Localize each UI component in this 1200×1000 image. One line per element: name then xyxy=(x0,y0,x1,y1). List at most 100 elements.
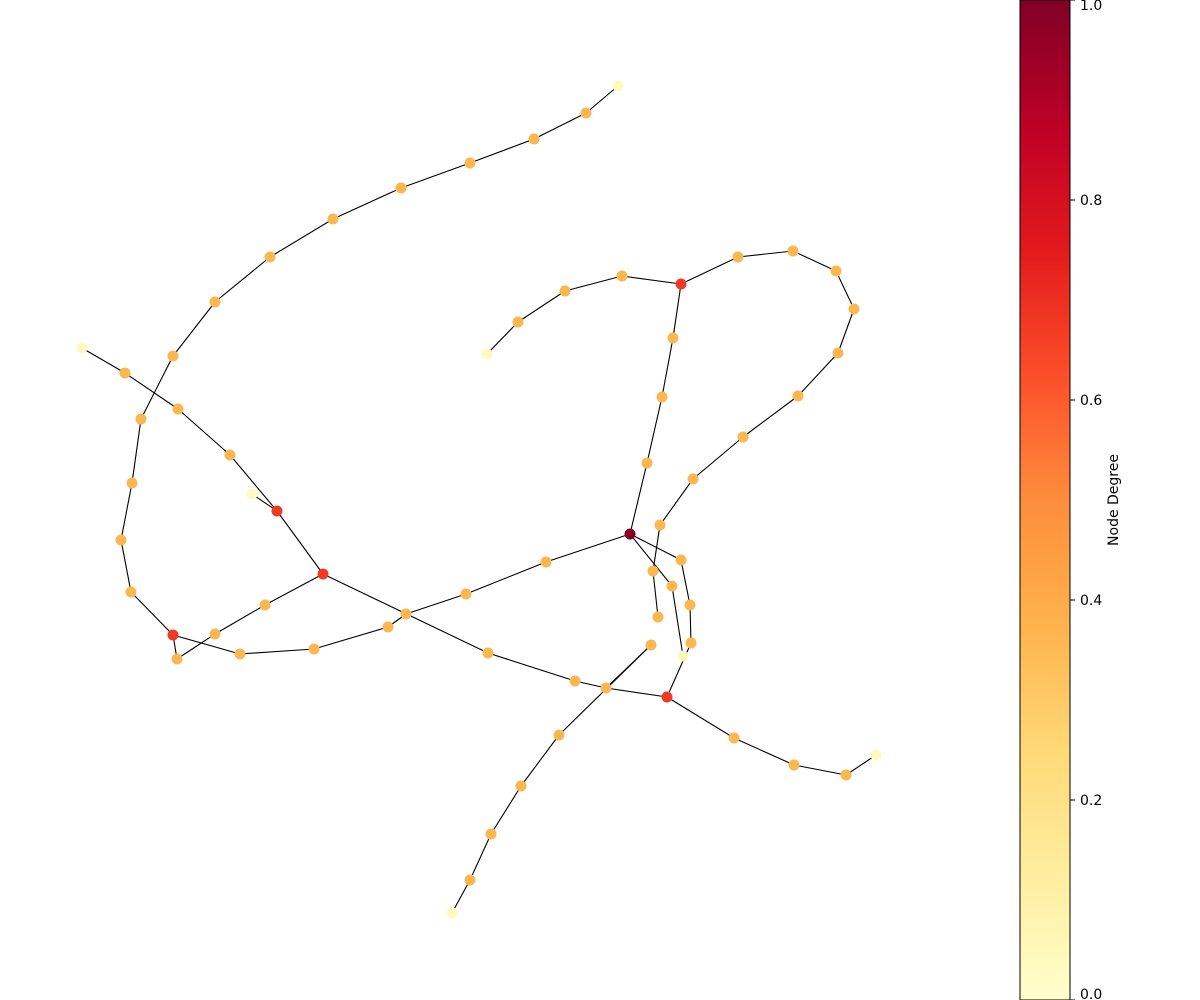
graph-edge xyxy=(605,687,668,698)
graph-edge xyxy=(465,561,547,595)
graph-node xyxy=(792,390,804,402)
colorbar-tick-label: 0.8 xyxy=(1080,193,1102,209)
graph-node xyxy=(119,367,131,379)
graph-node xyxy=(652,611,664,623)
graph-node xyxy=(485,828,497,840)
graph-node xyxy=(569,675,581,687)
graph-edge xyxy=(451,879,471,914)
graph-node xyxy=(246,488,258,500)
graph-edge xyxy=(629,462,648,535)
graph-node xyxy=(687,473,699,485)
graph-edge xyxy=(520,734,560,787)
graph-node xyxy=(832,347,844,359)
graph-node xyxy=(115,534,127,546)
graph-edge xyxy=(140,355,174,420)
graph-node xyxy=(171,653,183,665)
graph-edge xyxy=(793,764,847,776)
graph-edge xyxy=(131,418,142,484)
graph-edge xyxy=(490,785,522,835)
graph-edge xyxy=(469,833,492,881)
graph-node xyxy=(382,621,394,633)
graph-node xyxy=(317,568,329,580)
graph-edge xyxy=(276,510,324,575)
graph-edge xyxy=(172,634,241,655)
graph-edge xyxy=(81,347,126,374)
graph-node xyxy=(481,348,493,360)
colorbar-tick-label: 0.6 xyxy=(1080,393,1102,409)
graph-edge xyxy=(692,436,744,480)
graph-edge xyxy=(469,138,535,164)
graph-edge xyxy=(239,648,315,655)
graph-node xyxy=(172,403,184,415)
colorbar-gradient xyxy=(1019,0,1071,1000)
colorbar: 0.0 0.2 0.4 0.6 0.8 1.0 Node Degree xyxy=(1019,0,1122,1000)
graph-node xyxy=(654,519,666,531)
graph-node xyxy=(848,303,860,315)
graph-edge xyxy=(845,754,877,776)
graph-edge xyxy=(646,396,663,464)
graph-edge xyxy=(652,570,659,618)
graph-node xyxy=(684,599,696,611)
graph-edge xyxy=(564,275,623,292)
graph-node xyxy=(167,629,179,641)
graph-edge xyxy=(229,454,278,512)
graph-node xyxy=(125,586,137,598)
graph-node xyxy=(464,874,476,886)
graph-edge xyxy=(659,478,694,526)
graph-node xyxy=(624,528,636,540)
graph-node xyxy=(464,157,476,169)
graph-edge xyxy=(130,591,174,636)
graph-node xyxy=(553,729,565,741)
colorbar-tick-label: 0.4 xyxy=(1080,593,1102,609)
graph-edge xyxy=(629,533,673,587)
graph-node xyxy=(685,637,697,649)
graph-node xyxy=(612,80,624,92)
graph-node xyxy=(167,350,179,362)
graph-edge xyxy=(405,593,467,615)
graph-node xyxy=(395,182,407,194)
colorbar-ticks: 0.0 0.2 0.4 0.6 0.8 1.0 xyxy=(1070,0,1102,1000)
graph-edge xyxy=(214,256,271,303)
graph-node xyxy=(540,556,552,568)
graph-edge xyxy=(837,308,855,354)
graph-nodes xyxy=(76,80,882,919)
graph-edge xyxy=(533,112,587,140)
graph-edge xyxy=(629,533,682,561)
graph-edge xyxy=(742,395,799,438)
graph-node xyxy=(656,391,668,403)
graph-edge xyxy=(269,218,334,258)
graph-node xyxy=(580,107,592,119)
graph-node xyxy=(830,265,842,277)
graph-edge xyxy=(120,539,132,593)
graph-edge xyxy=(671,585,684,657)
graph-node xyxy=(666,580,678,592)
graph-node xyxy=(259,599,271,611)
graph-node xyxy=(126,477,138,489)
graph-node xyxy=(675,278,687,290)
graph-edge xyxy=(487,652,576,682)
graph-node xyxy=(732,251,744,263)
graph-node xyxy=(647,565,659,577)
graph-node xyxy=(234,648,246,660)
graph-edge xyxy=(313,626,389,650)
graph-node xyxy=(645,639,657,651)
graph-edge xyxy=(172,301,216,357)
graph-node xyxy=(559,285,571,297)
graph-edge xyxy=(545,533,631,563)
graph-node xyxy=(616,270,628,282)
graph-node xyxy=(677,650,689,662)
graph-edges xyxy=(81,85,877,914)
graph-node xyxy=(787,245,799,257)
graph-edge xyxy=(661,337,674,398)
graph-edge xyxy=(486,321,519,355)
graph-node xyxy=(271,505,283,517)
graph-edge xyxy=(797,352,839,397)
graph-node xyxy=(308,643,320,655)
graph-edge xyxy=(264,573,324,606)
graph-edge xyxy=(621,275,682,285)
colorbar-label: Node Degree xyxy=(1106,454,1122,546)
graph-node xyxy=(870,749,882,761)
graph-edge xyxy=(835,270,855,310)
graph-node xyxy=(788,759,800,771)
